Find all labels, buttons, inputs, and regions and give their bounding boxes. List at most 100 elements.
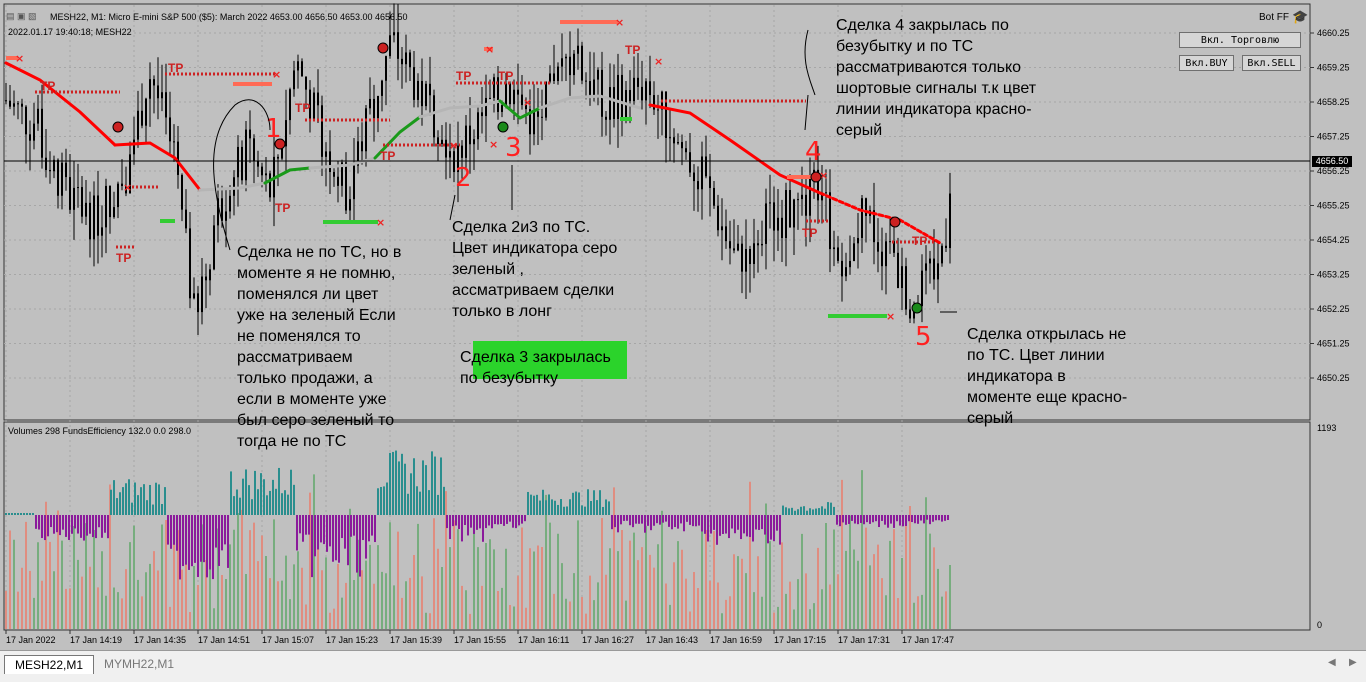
entry-circle-icon (377, 42, 389, 54)
candle-body (493, 77, 495, 98)
candle-body (613, 87, 615, 120)
candle-body (113, 207, 115, 218)
candle-body (865, 198, 867, 216)
close-x-icon: × (615, 16, 624, 29)
candle-body (221, 198, 223, 221)
time-label: 17 Jan 14:19 (70, 635, 122, 645)
price-label: 4651.25 (1317, 339, 1350, 349)
enable-buy-button[interactable]: Вкл.BUY (1179, 55, 1234, 71)
candle-body (125, 186, 127, 194)
candle-body (41, 108, 43, 158)
enable-sell-button[interactable]: Вкл.SELL (1242, 55, 1301, 71)
candle-body (725, 226, 727, 242)
candle-body (569, 56, 571, 76)
candle-body (285, 120, 287, 147)
time-label: 17 Jan 14:35 (134, 635, 186, 645)
tp-label: TP (40, 79, 55, 93)
candle-body (753, 243, 755, 265)
annotation-arrow (449, 194, 456, 221)
scroll-left-icon[interactable]: ◀ (1328, 657, 1336, 668)
candle-body (317, 92, 319, 106)
candle-body (289, 89, 291, 121)
annotation-trade-4: Сделка 4 закрылась по безубытку и по ТС … (836, 17, 1037, 139)
candle-body (841, 260, 843, 277)
candle-body (337, 176, 339, 186)
enable-trading-button[interactable]: Вкл. Торговлю (1179, 32, 1301, 48)
tab-mymh22[interactable]: MYMH22,M1 (104, 657, 175, 671)
candle-body (565, 56, 567, 59)
close-x-icon: × (449, 139, 458, 152)
close-x-icon: × (15, 52, 24, 65)
candle-body (769, 202, 771, 204)
candle-body (857, 237, 859, 244)
candle-body (949, 193, 951, 249)
volume-min-label: 0 (1317, 620, 1322, 630)
tab-mesh22[interactable]: MESH22,M1 (4, 655, 95, 674)
tp-label: TP (380, 149, 395, 163)
tp-labels: TP TP TP TP TP TP TP TP TP TP TP (40, 43, 927, 265)
price-label: 4656.25 (1317, 166, 1350, 176)
candle-body (825, 192, 827, 194)
candle-body (433, 95, 435, 138)
candle-body (893, 241, 895, 253)
candle-body (521, 94, 523, 106)
candle-body (545, 81, 547, 118)
candle-body (849, 260, 851, 268)
trend-segment (263, 166, 312, 185)
price-label: 4650.25 (1317, 373, 1350, 383)
candle-body (729, 241, 731, 249)
candle-body (201, 276, 203, 313)
candle-body (205, 276, 207, 281)
indicator-label: Volumes 298 FundsEfficiency 132.0 0.0 29… (8, 426, 191, 436)
trade-number: 3 (505, 133, 522, 163)
candle-body (73, 187, 75, 210)
candle-body (765, 203, 767, 244)
volume-max-label: 1193 (1317, 423, 1336, 433)
candle-body (785, 190, 787, 239)
candle-body (537, 111, 539, 117)
scroll-right-icon[interactable]: ▶ (1349, 657, 1357, 668)
candle-body (633, 77, 635, 102)
time-label: 17 Jan 16:27 (582, 635, 634, 645)
candle-body (721, 226, 723, 231)
candle-body (629, 90, 631, 102)
candle-body (453, 151, 455, 173)
candle-body (909, 309, 911, 319)
candle-body (709, 176, 711, 188)
candle-body (665, 91, 667, 138)
candle-body (757, 243, 759, 246)
candle-body (649, 81, 651, 96)
time-label: 17 Jan 2022 (6, 635, 56, 645)
candle-body (61, 162, 63, 196)
candle-body (141, 110, 143, 126)
candle-body (477, 112, 479, 140)
close-x-icon: × (123, 181, 132, 194)
trade-number: 4 (805, 137, 822, 167)
candle-body (853, 243, 855, 261)
candle-body (101, 227, 103, 236)
candle-body (513, 89, 515, 105)
candle-body (733, 248, 735, 251)
candle-body (941, 245, 943, 264)
candle-body (197, 293, 199, 313)
close-x-icon: × (485, 43, 494, 56)
candle-body (45, 157, 47, 171)
candle-body (313, 92, 315, 120)
candle-body (161, 92, 163, 99)
candle-body (897, 252, 899, 289)
candle-body (861, 198, 863, 238)
candle-body (609, 87, 611, 120)
candle-body (137, 110, 139, 140)
tp-label: TP (116, 251, 131, 265)
candle-body (885, 241, 887, 267)
close-x-icon: × (654, 55, 663, 68)
candle-body (581, 45, 583, 81)
candle-body (13, 103, 15, 107)
candle-body (281, 146, 283, 159)
candle-body (621, 74, 623, 119)
price-label: 4654.25 (1317, 235, 1350, 245)
entry-circle-icon (810, 171, 822, 183)
candle-body (409, 52, 411, 68)
candle-body (293, 70, 295, 90)
